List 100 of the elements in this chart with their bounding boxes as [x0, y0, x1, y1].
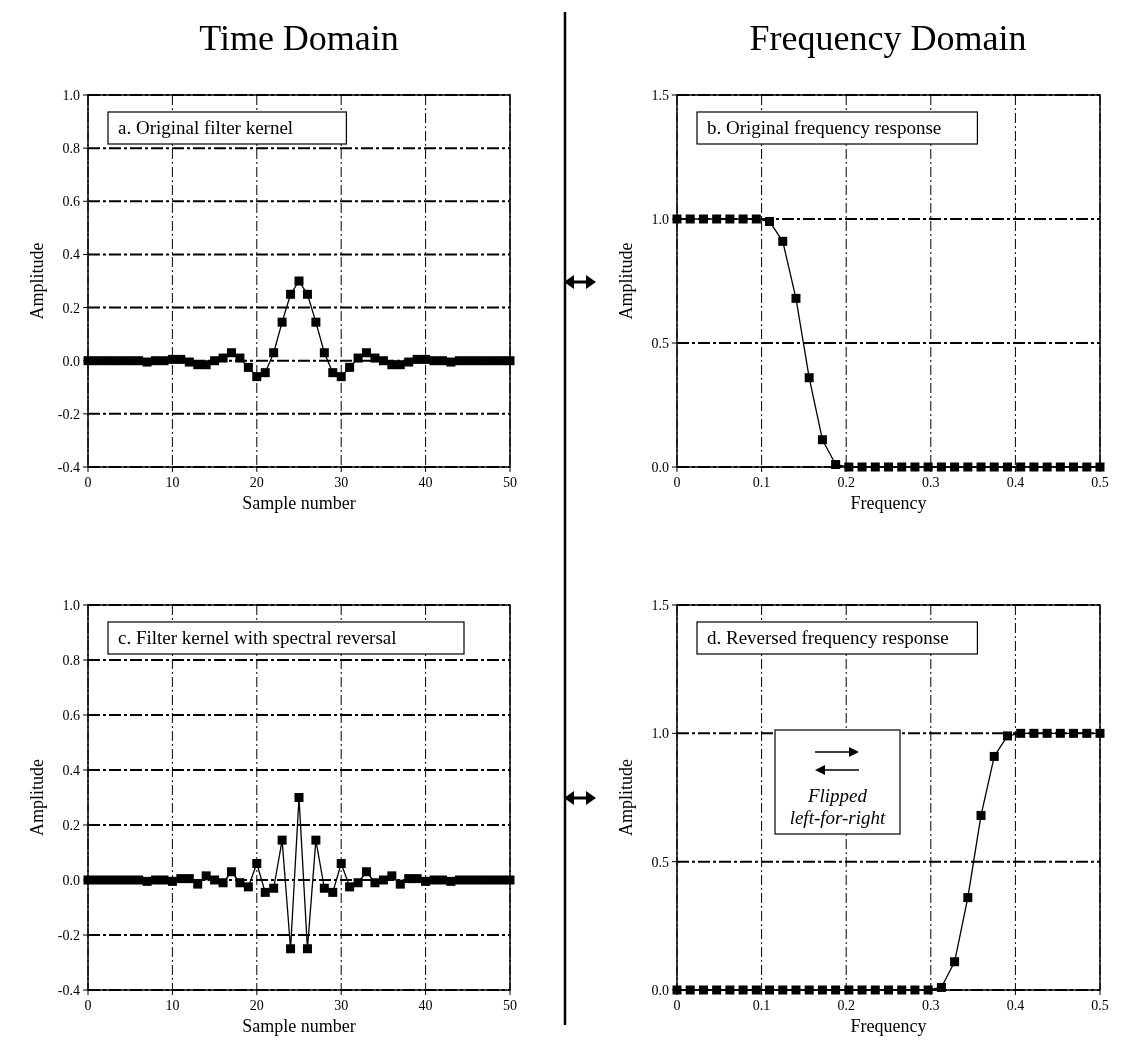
point: [870, 462, 880, 472]
x-tick-label: 0.2: [837, 475, 855, 490]
point: [328, 887, 338, 897]
point: [404, 357, 414, 367]
y-axis-title: Amplitude: [27, 242, 47, 320]
point: [480, 356, 490, 366]
point: [844, 985, 854, 995]
point: [412, 874, 422, 884]
x-tick-label: 0.5: [1091, 998, 1109, 1013]
point: [319, 883, 329, 893]
x-tick-label: 30: [334, 475, 349, 490]
point: [738, 214, 748, 224]
point: [963, 462, 973, 472]
point: [421, 876, 431, 886]
point: [328, 368, 338, 378]
point: [353, 878, 363, 888]
y-tick-label: 1.0: [651, 212, 669, 227]
point: [269, 348, 279, 358]
point: [176, 354, 186, 364]
x-axis-title: Frequency: [850, 493, 927, 513]
x-tick-label: 40: [418, 475, 433, 490]
point: [201, 360, 211, 370]
point: [817, 985, 827, 995]
point: [302, 289, 312, 299]
point: [387, 871, 397, 881]
y-tick-label: 0.6: [62, 194, 80, 210]
annotation: a. Original filter kernel: [118, 117, 294, 138]
point: [897, 462, 907, 472]
point: [1002, 462, 1012, 472]
point: [235, 878, 245, 888]
x-tick-label: 0.3: [922, 475, 940, 490]
y-tick-label: 0.6: [62, 708, 80, 723]
point: [395, 879, 405, 889]
x-axis-title: Frequency: [850, 1016, 927, 1036]
point: [1002, 731, 1012, 741]
point: [277, 317, 287, 327]
y-tick-label: -0.2: [57, 406, 80, 422]
point: [884, 985, 893, 995]
point: [1029, 462, 1039, 472]
y-axis-title: Amplitude: [616, 759, 636, 836]
point: [976, 810, 986, 820]
y-tick-label: -0.4: [57, 983, 80, 998]
point: [857, 985, 867, 995]
point: [698, 985, 708, 995]
point: [226, 867, 236, 877]
point: [751, 985, 761, 995]
point: [193, 360, 203, 370]
y-tick-label: 0.2: [62, 818, 80, 833]
point: [712, 214, 722, 224]
point: [923, 985, 933, 995]
point: [791, 293, 801, 303]
y-tick-label: -0.2: [57, 928, 80, 943]
annotation: Flipped left-for-right: [789, 785, 887, 828]
point: [134, 356, 144, 366]
point: [370, 878, 380, 888]
point: [235, 353, 245, 363]
y-tick-label: 0.0: [62, 873, 80, 888]
y-axis-title: Amplitude: [616, 242, 636, 320]
point: [176, 874, 186, 884]
y-tick-label: 0.0: [651, 983, 669, 998]
y-tick-label: 1.0: [62, 88, 80, 103]
point: [294, 276, 304, 286]
annotation: b. Original frequency response: [707, 117, 942, 138]
point: [936, 462, 946, 472]
x-tick-label: 0.3: [922, 998, 940, 1013]
point: [345, 882, 355, 892]
point: [336, 859, 346, 868]
point: [167, 876, 177, 886]
point: [210, 356, 220, 366]
point: [319, 348, 329, 358]
point: [463, 356, 473, 366]
point: [989, 462, 999, 472]
point: [218, 878, 228, 888]
point: [831, 460, 841, 470]
point: [260, 887, 270, 897]
point: [725, 214, 735, 224]
point: [395, 360, 405, 370]
point: [685, 985, 695, 995]
x-tick-label: 0.1: [752, 475, 771, 490]
y-axis-title: Amplitude: [27, 759, 47, 836]
point: [505, 356, 515, 366]
point: [1082, 462, 1092, 472]
point: [870, 985, 880, 995]
point: [286, 944, 296, 954]
point: [765, 216, 775, 226]
point: [751, 214, 761, 224]
point: [1069, 462, 1079, 472]
point: [497, 875, 507, 885]
point: [269, 883, 279, 893]
y-tick-label: 0.4: [62, 763, 80, 778]
point: [910, 985, 920, 995]
point: [765, 985, 775, 995]
y-tick-label: 1.0: [62, 598, 80, 613]
point: [497, 356, 507, 366]
y-tick-label: 1.5: [651, 88, 669, 103]
annotation: d. Reversed frequency response: [707, 627, 949, 648]
point: [725, 985, 735, 995]
point: [1095, 728, 1105, 738]
point: [353, 353, 363, 363]
x-tick-label: 0.4: [1006, 998, 1025, 1013]
